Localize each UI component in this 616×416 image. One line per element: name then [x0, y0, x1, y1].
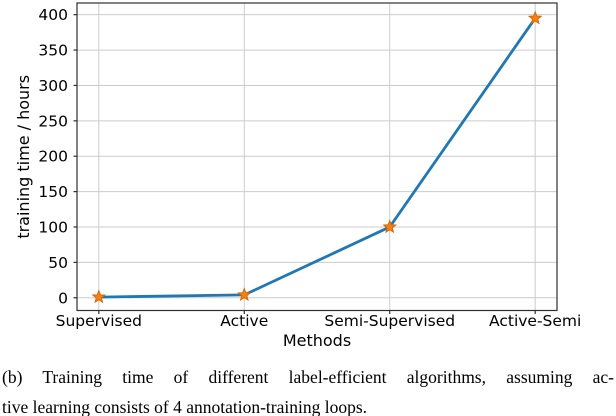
data-point-marker-active	[236, 287, 252, 302]
y-tick-label: 300	[38, 77, 68, 95]
y-tick-label: 350	[38, 42, 68, 60]
data-point-marker-semi-supervised	[382, 219, 398, 234]
y-tick-label: 200	[38, 148, 68, 166]
caption-line-2: tive learning consists of 4 annotation-t…	[2, 397, 368, 416]
y-tick-label: 400	[38, 6, 68, 24]
data-point-marker-active-semi	[527, 10, 543, 25]
data-line-training-time	[98, 17, 537, 299]
plot-frame	[76, 2, 558, 312]
y-axis-label: training time / hours	[14, 75, 33, 239]
x-tick-label: Active	[220, 312, 268, 330]
y-tick-label: 100	[38, 218, 68, 236]
y-tick-label: 150	[38, 183, 68, 201]
data-point-marker-supervised	[91, 289, 107, 304]
y-tick-label: 250	[38, 112, 68, 130]
x-tick-label: Supervised	[56, 312, 142, 330]
x-tick-label: Active-Semi	[489, 312, 581, 330]
y-tick-label: 0	[58, 289, 68, 307]
training-time-line-chart: 0 50 100 150 200 250 300 350 400 Supervised Active…	[14, 2, 581, 350]
caption-line-1: (b) Training time of different label-eff…	[2, 367, 614, 387]
y-tick-label: 50	[48, 254, 68, 272]
figure-caption: (b) Training time of different label-eff…	[0, 362, 616, 416]
x-tick-label: Semi-Supervised	[324, 312, 455, 330]
x-axis-label: Methods	[283, 331, 351, 350]
